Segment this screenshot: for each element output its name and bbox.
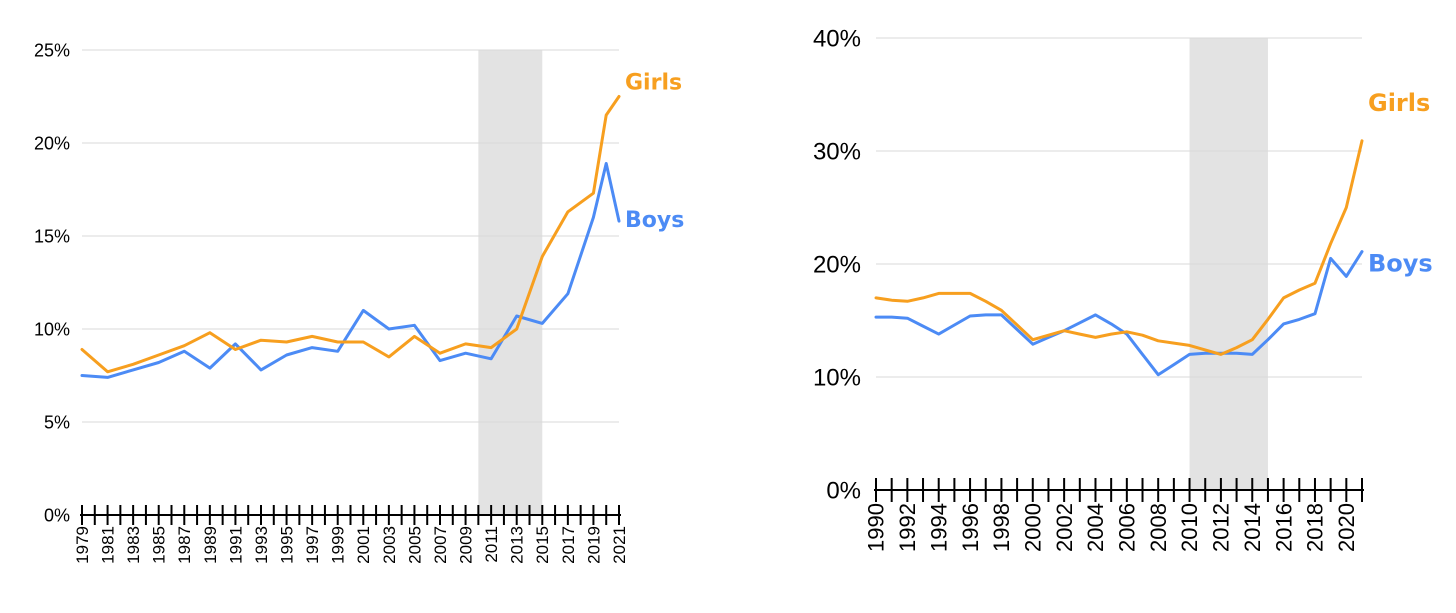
y-tick-label: 10% <box>813 364 861 391</box>
x-tick-label: 1994 <box>926 503 951 552</box>
x-tick-label: 2021 <box>610 526 629 564</box>
x-tick-label: 1999 <box>329 526 348 564</box>
x-tick-label: 2016 <box>1271 503 1296 552</box>
x-tick-label: 2020 <box>1334 503 1359 552</box>
y-tick-label: 0% <box>826 477 861 504</box>
y-tick-label: 0% <box>44 505 70 525</box>
y-tick-label: 5% <box>44 412 70 432</box>
x-tick-label: 2012 <box>1209 503 1234 552</box>
x-tick-label: 2007 <box>431 526 450 564</box>
y-tick-label: 30% <box>813 138 861 165</box>
x-tick-label: 2015 <box>533 526 552 564</box>
series-label-boys: Boys <box>1368 250 1433 278</box>
y-tick-label: 15% <box>34 226 70 246</box>
x-tick-label: 2018 <box>1303 503 1328 552</box>
x-tick-label: 2003 <box>380 526 399 564</box>
x-tick-label: 1995 <box>278 526 297 564</box>
series-label-girls: Girls <box>1368 89 1430 117</box>
x-tick-label: 1997 <box>303 526 322 564</box>
x-tick-label: 1993 <box>252 526 271 564</box>
x-tick-label: 2002 <box>1052 503 1077 552</box>
x-tick-label: 1981 <box>99 526 118 564</box>
x-tick-label: 2006 <box>1115 503 1140 552</box>
x-tick-label: 1992 <box>895 503 920 552</box>
chart-left: 0% 5% 10% 15% 20% 25% 1979 1981 1983 1985 1987 1989… <box>34 40 684 564</box>
x-tick-label: 1985 <box>150 526 169 564</box>
y-tick-label: 20% <box>34 133 70 153</box>
series-line-boys <box>80 162 621 379</box>
y-tick-label: 40% <box>813 25 861 52</box>
y-tick-label: 10% <box>34 319 70 339</box>
x-tick-label: 2014 <box>1240 503 1265 552</box>
x-tick-label: 1983 <box>124 526 143 564</box>
x-tick-label: 2011 <box>482 526 501 563</box>
x-tick-label: 2010 <box>1177 503 1202 552</box>
x-tick-label: 1996 <box>958 503 983 552</box>
series-line-boys <box>874 250 1364 377</box>
x-tick-label: 2004 <box>1083 503 1108 552</box>
series-label-girls: Girls <box>625 71 682 96</box>
x-tick-label: 1991 <box>226 526 245 564</box>
y-tick-label: 25% <box>34 40 70 60</box>
x-tick-label: 1990 <box>864 503 889 552</box>
x-tick-label: 1987 <box>175 526 194 564</box>
x-tick-label: 2013 <box>508 526 527 564</box>
x-tick-label: 1998 <box>989 503 1014 552</box>
x-tick-label: 2009 <box>457 526 476 564</box>
x-tick-label: 2017 <box>559 526 578 564</box>
x-tick-label: 2008 <box>1146 503 1171 552</box>
x-tick-label: 1979 <box>73 526 92 564</box>
series-line-girls <box>874 139 1364 356</box>
x-tick-label: 1989 <box>201 526 220 564</box>
x-tick-label: 2001 <box>354 526 373 564</box>
x-tick-label: 2019 <box>584 526 603 564</box>
x-tick-label: 2005 <box>405 526 424 564</box>
series-label-boys: Boys <box>625 208 684 233</box>
x-tick-label: 2000 <box>1020 503 1045 552</box>
y-tick-label: 20% <box>813 251 861 278</box>
series-line-girls <box>80 95 621 374</box>
chart-right: 0% 10% 20% 30% 40% 1990 1992 1994 1996 1998 2000 20… <box>813 25 1433 552</box>
